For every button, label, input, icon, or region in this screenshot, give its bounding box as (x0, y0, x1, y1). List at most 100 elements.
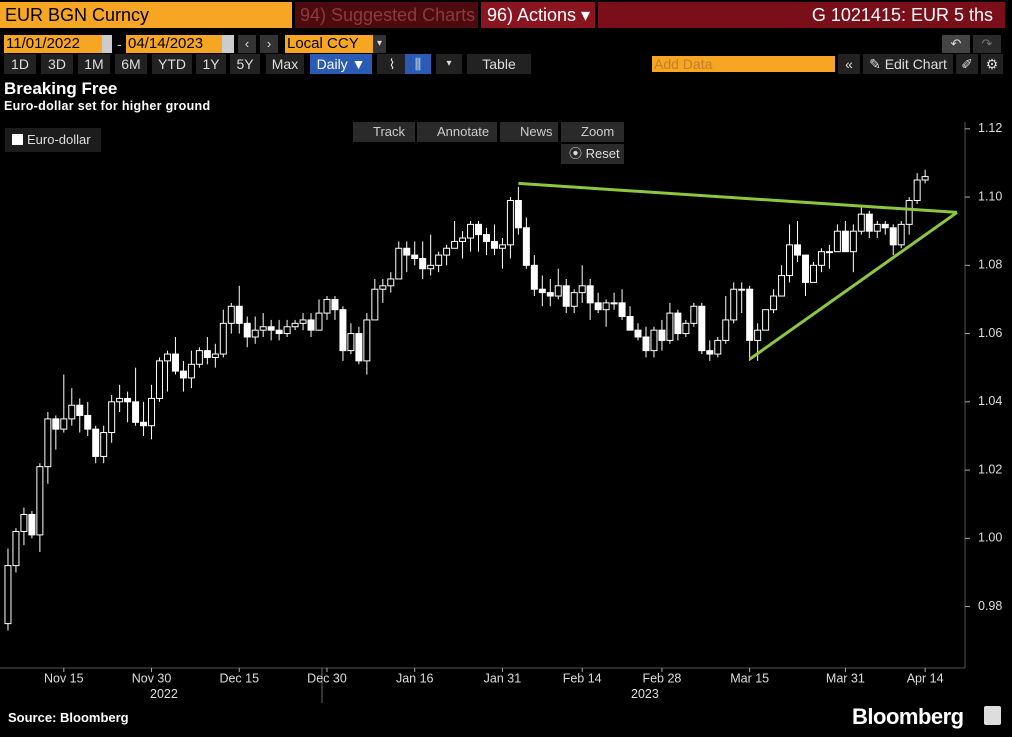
start-date[interactable]: 11/01/2022 (4, 35, 102, 53)
reset-label: Reset (585, 146, 620, 161)
candle-body (211, 353, 219, 358)
x-tick-label: Nov 15 (44, 671, 84, 685)
candle-body (873, 223, 881, 232)
chart-title: Breaking Free (4, 79, 118, 98)
candle-body (323, 298, 331, 314)
candle-body (490, 240, 498, 249)
prev-button[interactable]: ‹ (238, 35, 256, 53)
candle-body (634, 329, 642, 338)
candle-body (849, 230, 857, 253)
actions-menu[interactable]: 96) Actions ▾ (481, 2, 595, 28)
candle-body (642, 336, 650, 352)
candle-body (881, 223, 889, 229)
candle-body (730, 288, 738, 321)
legend-swatch (12, 134, 23, 145)
next-button[interactable]: › (260, 35, 278, 53)
candle-body (179, 370, 187, 379)
date-separator: - (117, 36, 122, 52)
candle-body (355, 333, 363, 362)
x-tick-label: Jan 16 (396, 671, 434, 685)
trendline (518, 181, 958, 214)
candle-body (28, 513, 36, 536)
candle-chart-button[interactable]: ⫼ (405, 54, 431, 74)
candle-body (913, 179, 921, 201)
frequency-dropdown[interactable]: Daily ▼ (310, 54, 372, 74)
candle-body (411, 254, 419, 259)
candle-body (706, 350, 714, 355)
period-button[interactable]: Max (266, 54, 304, 74)
currency-dropdown[interactable]: ▾ (373, 35, 386, 53)
candle-body (546, 292, 554, 297)
candle-body (714, 339, 722, 355)
chart-tool[interactable]: Annotate (417, 122, 497, 142)
edit-chart-label: Edit Chart (884, 56, 947, 72)
chart-tool[interactable]: Track (353, 122, 415, 142)
candle-body (865, 213, 873, 232)
candle-body (833, 230, 841, 253)
candle-body (195, 350, 203, 365)
security-field[interactable]: EUR BGN Curncy (0, 2, 292, 28)
calendar-icon[interactable] (102, 35, 112, 53)
x-tick-label: Mar 31 (826, 671, 865, 685)
calendar-icon[interactable] (222, 35, 234, 53)
period-button[interactable]: 5Y (230, 54, 260, 74)
period-button[interactable]: 1Y (196, 54, 226, 74)
candle-body (459, 237, 467, 242)
chart-type-dropdown[interactable]: ▾ (436, 54, 462, 74)
chart-tool[interactable]: News (500, 122, 558, 142)
period-button[interactable]: 3D (41, 54, 73, 74)
suggested-charts[interactable]: 94) Suggested Charts (295, 2, 478, 28)
candle-body (331, 298, 339, 311)
x-tick-label: Feb 14 (563, 671, 602, 685)
reset-button[interactable]: ⦿ Reset (561, 144, 624, 164)
redo-button[interactable]: ↷ (973, 35, 1001, 53)
candle-body (251, 329, 259, 338)
y-tick-label: 1.02 (978, 462, 1002, 476)
period-button[interactable]: YTD (152, 54, 192, 74)
candle-body (219, 322, 227, 355)
candle-body (132, 401, 140, 423)
edit-icon[interactable]: ✐ (956, 54, 978, 74)
candle-body (666, 312, 674, 341)
candle-body (594, 302, 602, 311)
pencil-icon: ✎ (869, 56, 885, 72)
candle-body (92, 428, 100, 457)
candle-body (578, 285, 586, 294)
end-date[interactable]: 04/14/2023 (126, 35, 222, 53)
candle-body (419, 258, 427, 270)
candle-body (299, 319, 307, 324)
candle-body (403, 247, 411, 256)
year-label: 2023 (631, 687, 659, 701)
candle-body (84, 414, 92, 430)
period-button[interactable]: 1M (78, 54, 110, 74)
y-tick-label: 1.06 (978, 326, 1002, 340)
candle-body (762, 309, 770, 331)
candle-body (116, 397, 124, 403)
period-button[interactable]: 6M (115, 54, 147, 74)
period-button[interactable]: 1D (4, 54, 36, 74)
candle-body (554, 285, 562, 297)
year-label: 2022 (150, 687, 178, 701)
candle-body (163, 353, 171, 362)
candle-body (610, 302, 618, 305)
candle-body (746, 288, 754, 341)
candle-body (475, 223, 483, 236)
table-button[interactable]: Table (467, 54, 531, 74)
candle-body (275, 329, 283, 335)
candle-body (363, 319, 371, 362)
settings-icon[interactable]: ⚙ (981, 54, 1003, 74)
chart-tool[interactable]: Zoom (561, 122, 624, 142)
add-data-field[interactable]: Add Data (652, 56, 835, 72)
candle-body (387, 278, 395, 287)
chart-subtitle: Euro-dollar set for higher ground (4, 99, 211, 113)
collapse-button[interactable]: « (838, 54, 860, 74)
undo-button[interactable]: ↶ (942, 35, 970, 53)
currency-field[interactable]: Local CCY (285, 35, 373, 53)
candle-body (514, 199, 522, 229)
candle-body (538, 288, 546, 294)
candle-body (530, 264, 538, 290)
candle-body (60, 418, 68, 430)
edit-chart-button[interactable]: ✎ Edit Chart (863, 54, 953, 74)
line-chart-button[interactable]: ⌇ (377, 54, 407, 74)
candle-body (100, 432, 108, 457)
